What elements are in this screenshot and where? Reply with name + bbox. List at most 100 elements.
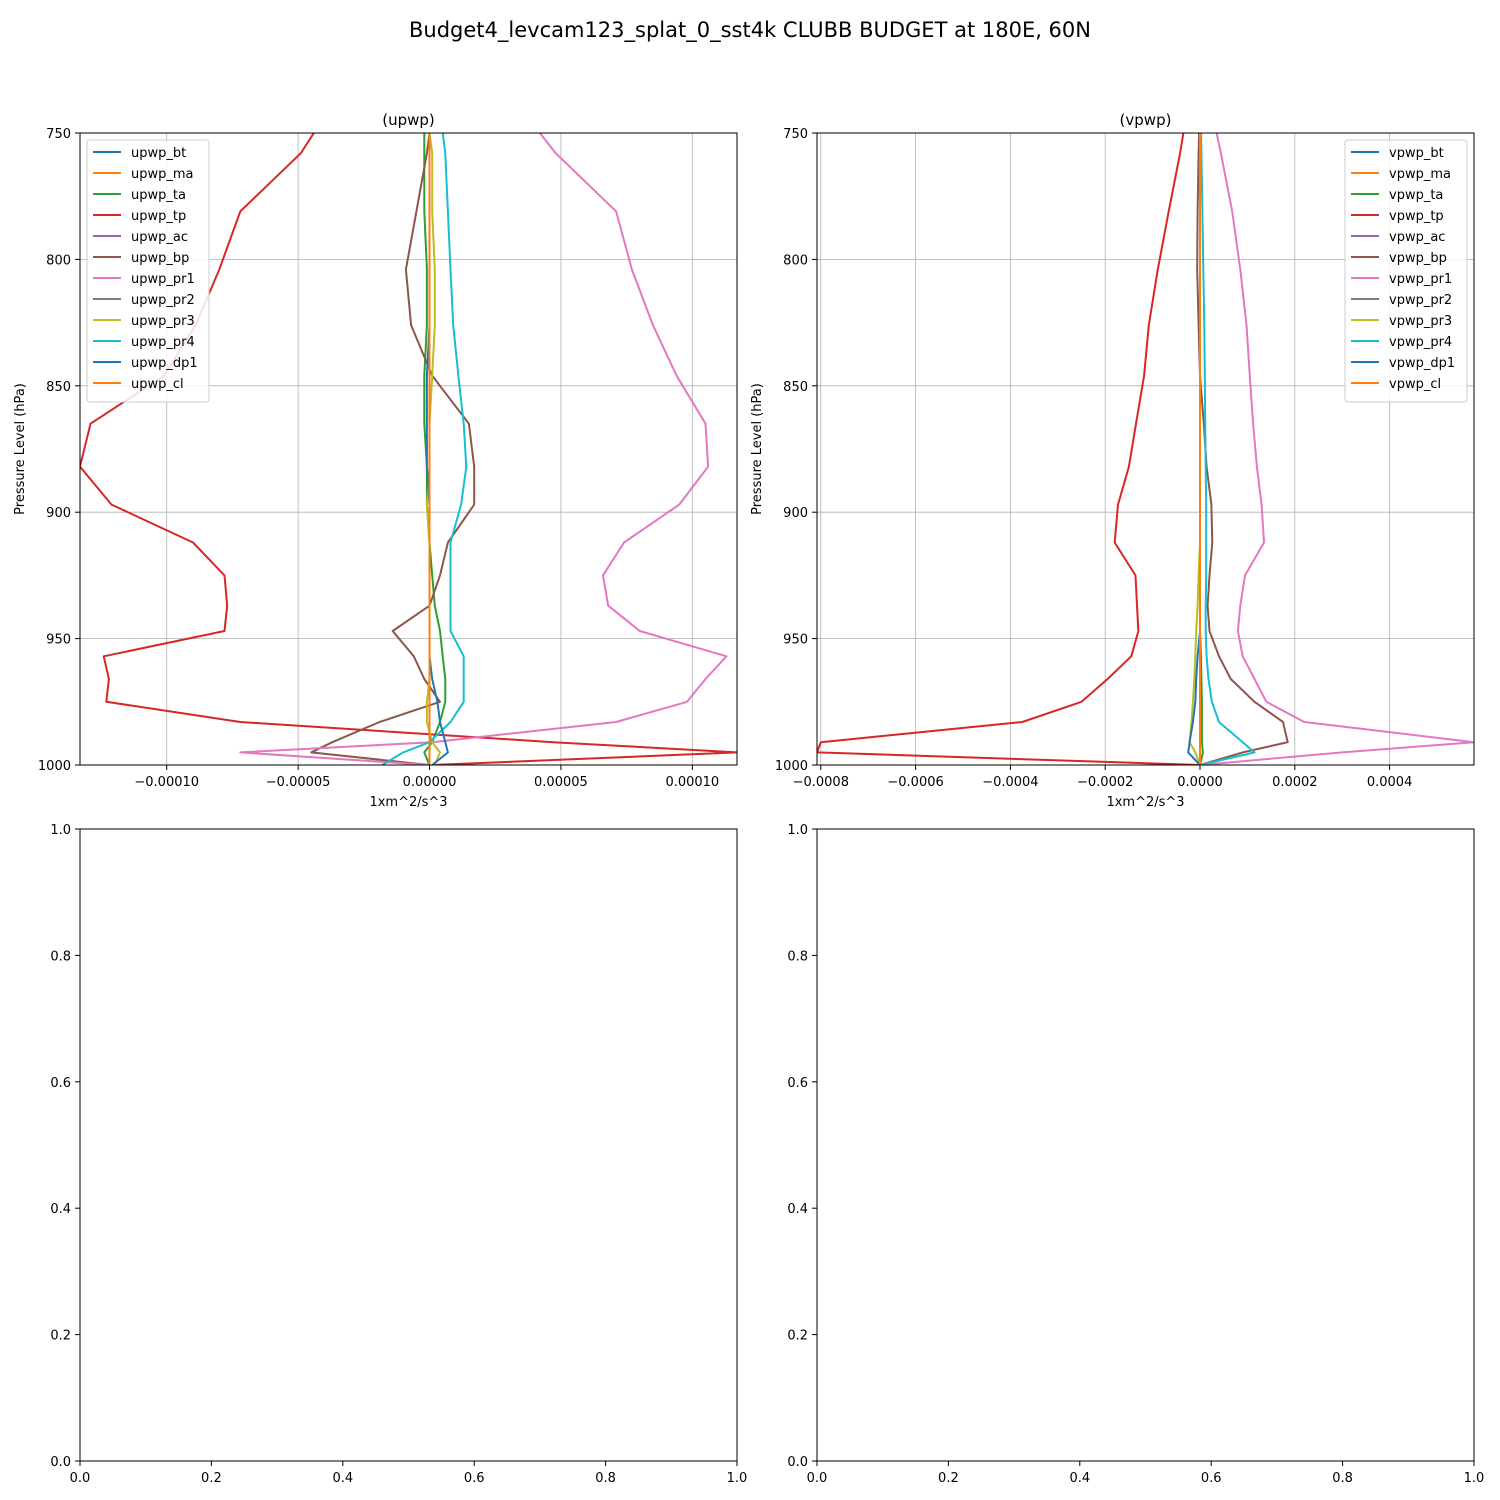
legend-label-vpwp_pr1: vpwp_pr1 [1389,272,1452,287]
legend-label-upwp_bt: upwp_bt [131,146,186,161]
legend-label-vpwp_ta: vpwp_ta [1389,188,1443,203]
legend-label-vpwp_pr2: vpwp_pr2 [1389,293,1452,308]
legend-box [86,139,210,403]
legend-label-upwp_ta: upwp_ta [131,188,186,203]
series-line-vpwp_bp [1196,133,1289,765]
y-tick-label: 0.2 [787,1329,808,1344]
y-tick-label: 0.0 [787,1455,808,1470]
y-tick-label: 1.0 [50,823,71,838]
legend-label-vpwp_pr3: vpwp_pr3 [1389,314,1452,329]
x-tick-label: −0.0006 [887,775,943,790]
panel-1: −0.00010 −0.00005 0.00000 0.00005 0.00010 750… [13,111,738,810]
series-line-vpwp_pr4 [1199,133,1256,765]
legend-label-upwp_ma: upwp_ma [131,167,194,182]
x-tick-label: 0.00010 [665,775,719,790]
series-line-upwp_pr4 [381,133,468,765]
legend-label-vpwp_cl: vpwp_cl [1389,377,1441,392]
x-tick-label: 0.0 [807,1471,828,1486]
x-tick-label: 0.0004 [1367,775,1413,790]
y-tick-label: 1000 [38,759,71,774]
y-tick-label: 900 [46,506,71,521]
legend-label-vpwp_tp: vpwp_tp [1389,209,1444,224]
panels: −0.00010 −0.00005 0.00000 0.00005 0.00010 750… [13,111,1484,1486]
x-tick-label: 0.0000 [1177,775,1223,790]
y-tick-label: 0.4 [50,1202,71,1217]
series-line-upwp_bp [310,133,476,765]
legend-label-upwp_cl: upwp_cl [131,377,184,392]
y-tick-label: 1.0 [787,823,808,838]
series-line-vpwp_tp [817,133,1201,765]
axes-frame [816,132,1475,766]
panel-4: 0.0 0.2 0.4 0.6 0.8 1.0 0.0 0.2 0.4 0.6 0.8 1.0 [787,823,1484,1486]
legend-label-upwp_tp: upwp_tp [131,209,186,224]
y-tick-label: 850 [783,380,808,395]
x-tick-label: 0.6 [464,1471,485,1486]
y-axis-label: Pressure Level (hPa) [13,383,28,515]
x-tick-label: −0.0004 [982,775,1038,790]
y-tick-label: 0.0 [50,1455,71,1470]
legend-label-vpwp_pr4: vpwp_pr4 [1389,335,1452,350]
x-tick-label: 0.2 [938,1471,959,1486]
y-axis-label: Pressure Level (hPa) [750,383,765,515]
x-tick-label: −0.0008 [793,775,849,790]
axes-frame [816,828,1475,1462]
figure-suptitle: Budget4_levcam123_splat_0_sst4k CLUBB BU… [409,18,1091,43]
panel-2: −0.0008 −0.0006 −0.0004 −0.0002 0.0000 0.0002… [750,111,1475,810]
legend-label-upwp_pr3: upwp_pr3 [131,314,195,329]
y-tick-label: 0.6 [50,1076,71,1091]
legend: vpwp_bt vpwp_ma vpwp_ta vpwp_tp vpwp_ac vpwp_… [1344,139,1468,403]
series-lines [817,133,1474,765]
y-tick-label: 0.8 [50,949,71,964]
series-lines [80,133,737,765]
axes-frame [79,828,738,1462]
panel-3: 0.0 0.2 0.4 0.6 0.8 1.0 0.0 0.2 0.4 0.6 0.8 1.0 [50,823,747,1486]
legend-label-upwp_pr2: upwp_pr2 [131,293,195,308]
series-line-vpwp_pr1 [1199,133,1474,765]
x-tick-label: 0.8 [1332,1471,1353,1486]
subplot-title: (vpwp) [1120,111,1172,129]
x-tick-label: 0.0002 [1272,775,1318,790]
legend-label-vpwp_ma: vpwp_ma [1389,167,1451,182]
x-tick-label: 1.0 [1464,1471,1485,1486]
legend-label-upwp_pr1: upwp_pr1 [131,272,195,287]
y-tick-label: 900 [783,506,808,521]
legend: upwp_bt upwp_ma upwp_ta upwp_tp upwp_ac upwp_… [86,139,210,403]
series-line-upwp_ta [423,133,447,765]
y-tick-label: 750 [46,127,71,142]
y-tick-label: 800 [46,253,71,268]
series-line-upwp_pr1 [239,133,728,765]
x-tick-label: −0.00005 [266,775,331,790]
subplot-title: (upwp) [382,111,435,129]
x-axis-label: 1xm^2/s^3 [369,795,447,810]
x-tick-label: −0.0002 [1077,775,1133,790]
y-tick-label: 850 [46,380,71,395]
legend-label-vpwp_dp1: vpwp_dp1 [1389,356,1455,371]
y-tick-label: 1000 [775,759,808,774]
x-tick-label: 1.0 [727,1471,748,1486]
y-tick-label: 950 [783,633,808,648]
x-axis-label: 1xm^2/s^3 [1106,795,1184,810]
y-tick-label: 0.8 [787,949,808,964]
x-tick-label: 0.4 [332,1471,353,1486]
legend-label-upwp_bp: upwp_bp [131,251,189,266]
series-line-upwp_tp [80,133,737,765]
x-tick-label: 0.2 [201,1471,222,1486]
y-tick-label: 0.4 [787,1202,808,1217]
legend-label-vpwp_ac: vpwp_ac [1389,230,1445,245]
axes-frame [79,132,738,766]
y-tick-label: 0.2 [50,1329,71,1344]
x-tick-label: 0.8 [595,1471,616,1486]
x-tick-label: 0.00005 [534,775,588,790]
x-tick-label: 0.4 [1069,1471,1090,1486]
x-tick-label: 0.6 [1201,1471,1222,1486]
y-tick-label: 950 [46,633,71,648]
y-tick-label: 0.6 [787,1076,808,1091]
legend-label-upwp_pr4: upwp_pr4 [131,335,195,350]
x-tick-label: 0.00000 [403,775,457,790]
y-tick-label: 800 [783,253,808,268]
legend-label-vpwp_bt: vpwp_bt [1389,146,1444,161]
legend-label-vpwp_bp: vpwp_bp [1389,251,1447,266]
y-tick-label: 750 [783,127,808,142]
legend-label-upwp_dp1: upwp_dp1 [131,356,198,371]
